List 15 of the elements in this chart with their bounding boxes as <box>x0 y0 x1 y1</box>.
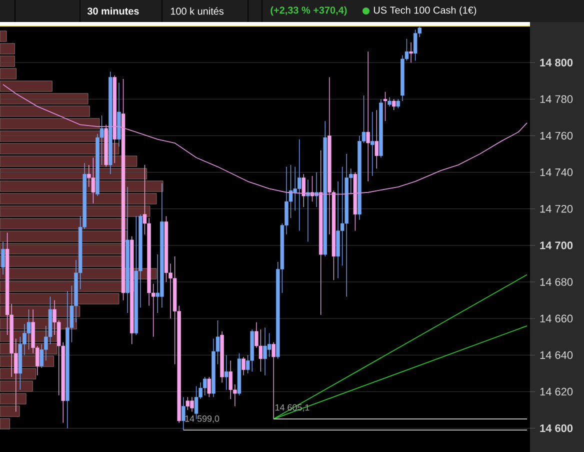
y-tick-label: 14 640 <box>540 351 573 359</box>
y-tick-label: 14 800 <box>540 58 573 66</box>
text: 30 minutes <box>87 7 139 15</box>
y-tick-label: 14 600 <box>540 424 573 432</box>
y-tick-label: 14 680 <box>540 278 573 286</box>
y-tick-label: 14 740 <box>540 168 573 176</box>
text: 100 k unités <box>170 7 224 15</box>
y-tick-label: 14 780 <box>540 95 573 104</box>
y-tick-label: 14 760 <box>540 132 573 140</box>
y-tick-label: 14 660 <box>540 314 573 322</box>
y-tick-label: 14 700 <box>540 242 573 250</box>
y-tick-label: 14 720 <box>540 204 573 213</box>
chart-title: US Tech 100 Cash (1€) <box>374 6 476 16</box>
chart-subtitle: (+2,33 % +370,4) <box>270 6 347 16</box>
y-tick-label: 14 620 <box>540 388 573 396</box>
